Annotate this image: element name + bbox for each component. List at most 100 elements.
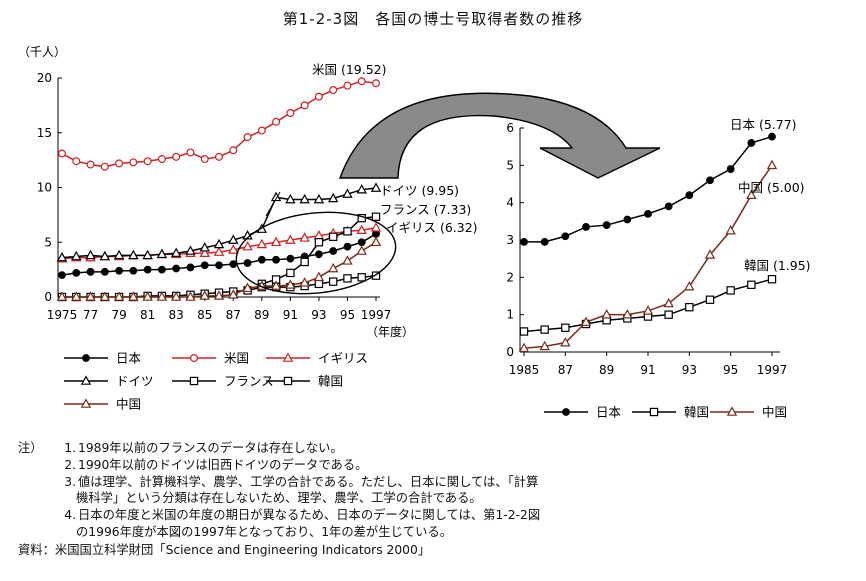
data-point: [519, 327, 529, 336]
data-point: [86, 267, 95, 276]
data-point: [747, 139, 756, 147]
left-y-unit: （千人）: [18, 45, 66, 59]
legend-label: 韓国: [318, 374, 343, 389]
data-point: [747, 280, 756, 290]
data-point: [99, 291, 111, 301]
legend-marker: [82, 354, 90, 362]
x-tick-label: 89: [599, 363, 614, 377]
data-point: [766, 159, 778, 170]
y-tick-label: 20: [37, 71, 52, 85]
data-point: [520, 237, 528, 246]
legend-item: 米国: [172, 351, 249, 366]
y-tick-label: 0: [506, 345, 514, 359]
x-tick-label: 83: [169, 308, 184, 322]
left-x-unit: （年度）: [366, 324, 414, 339]
zoom-ellipse: [235, 211, 397, 295]
data-point: [342, 188, 353, 198]
callout-leader-germany: [265, 191, 281, 217]
data-point: [199, 247, 210, 257]
data-point: [199, 242, 210, 252]
x-tick-label: 95: [340, 308, 355, 322]
y-tick-label: 6: [506, 121, 514, 135]
data-point: [540, 325, 549, 334]
series-3: [56, 182, 382, 262]
left-chart: （千人） 0 5 10 15 20 1975 77 79 81 83 85 87 89 91 93 95 19…: [18, 45, 478, 339]
legend-item: 日本: [64, 351, 142, 366]
data-point: [56, 251, 68, 262]
data-point: [299, 277, 310, 287]
x-tick-label: 87: [226, 308, 241, 322]
y-tick-label: 2: [506, 270, 514, 284]
data-point: [328, 232, 338, 241]
data-point: [356, 245, 367, 255]
x-tick-label: 93: [682, 363, 697, 377]
legend-label: 中国: [762, 405, 787, 420]
data-point: [343, 242, 352, 251]
data-point: [142, 291, 153, 301]
series-callout-label: 中国 (5.00): [738, 180, 805, 195]
x-tick-label: 1985: [509, 363, 540, 377]
series-2: [518, 159, 778, 353]
data-point: [356, 184, 367, 194]
y-tick-label: 0: [44, 290, 52, 304]
data-point: [228, 244, 239, 254]
x-tick-label: 77: [83, 308, 98, 322]
legend-marker: [80, 398, 92, 408]
data-point: [664, 202, 673, 211]
legend-marker: [190, 354, 199, 363]
data-point: [243, 259, 252, 267]
data-point: [242, 240, 253, 251]
y-tick-label: 5: [44, 235, 52, 249]
series-callout-label: フランス (7.33): [380, 202, 471, 217]
data-point: [725, 225, 736, 235]
x-tick-label: 1975: [47, 308, 78, 322]
data-point: [370, 182, 382, 192]
data-point: [128, 249, 139, 260]
series-callout-label: 米国 (19.52): [312, 62, 387, 77]
data-point: [72, 157, 81, 166]
data-point: [313, 271, 325, 282]
data-point: [285, 234, 296, 244]
data-point: [328, 277, 338, 286]
data-point: [370, 236, 382, 247]
series-line: [523, 164, 773, 350]
note-continuation: 機科学」という分類は存在しないため、理学、農学、工学の合計である。: [76, 491, 482, 506]
data-point: [286, 268, 295, 278]
data-point: [185, 245, 196, 255]
legend-marker: [189, 376, 199, 386]
data-point: [357, 77, 366, 86]
data-point: [663, 297, 674, 308]
data-point: [100, 162, 109, 171]
data-point: [685, 191, 694, 200]
data-point: [115, 159, 124, 168]
data-point: [286, 254, 295, 263]
data-point: [746, 189, 757, 199]
data-point: [768, 132, 776, 141]
legend-marker: [283, 376, 293, 386]
legend-item: フランス: [172, 374, 274, 389]
x-tick-label: 85: [197, 308, 212, 322]
data-point: [243, 133, 252, 142]
data-point: [213, 238, 225, 249]
note-continuation: の1996年度が本図の1997年となっており、1年の差が生じている。: [76, 524, 452, 539]
data-point: [642, 305, 654, 315]
data-point: [357, 238, 366, 247]
data-point: [100, 267, 109, 276]
legend-item: 韓国: [266, 374, 343, 389]
legend-label: イギリス: [318, 351, 368, 366]
note-number: 2.: [64, 457, 76, 472]
data-point: [199, 290, 210, 300]
legend-label: 中国: [116, 397, 141, 412]
notes: 注） 1. 1989年以前のフランスのデータは存在しない。 2. 1990年以前…: [18, 440, 858, 541]
data-point: [85, 249, 96, 260]
data-point: [580, 316, 592, 326]
x-tick-label: 81: [140, 308, 155, 322]
note-text: 値は理学、計算機科学、農学、工学の合計である。ただし、日本に関しては、「計算: [78, 474, 539, 489]
data-point: [213, 290, 225, 300]
data-point: [372, 79, 381, 88]
data-point: [158, 265, 166, 274]
data-point: [72, 269, 81, 277]
y-tick-label: 4: [506, 196, 514, 210]
data-point: [370, 222, 382, 232]
